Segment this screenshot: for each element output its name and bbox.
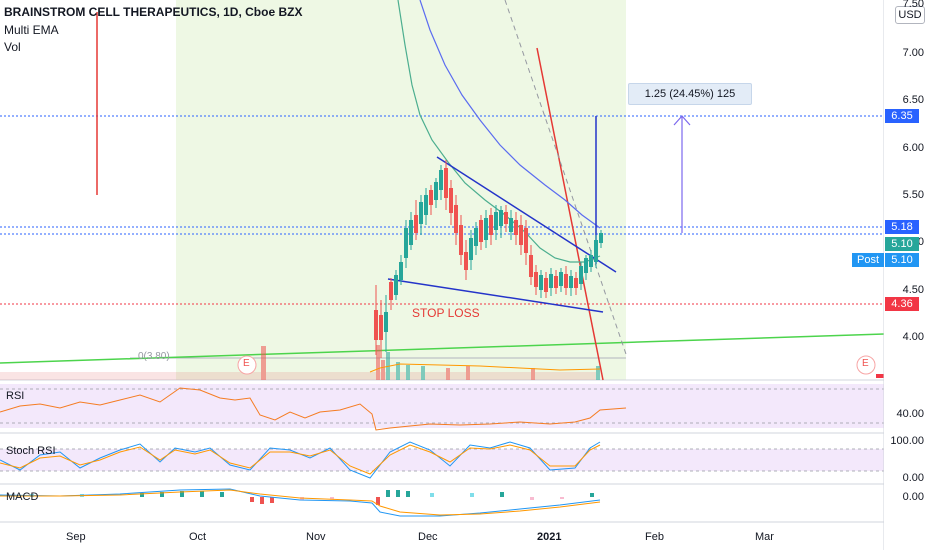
time-tick-mar: Mar xyxy=(755,531,774,543)
macd-label[interactable]: MACD xyxy=(6,491,39,503)
target-price-tag: 6.35 xyxy=(885,109,919,123)
price-tick: 4.50 xyxy=(902,284,924,296)
price-tick: 5.50 xyxy=(902,189,924,201)
time-tick-2021: 2021 xyxy=(537,531,562,543)
time-tick-nov: Nov xyxy=(306,531,326,543)
rsi-line xyxy=(0,387,627,431)
resistance-price-tag: 5.18 xyxy=(885,220,919,234)
stoch-tick-0: 0.00 xyxy=(902,472,924,484)
rsi-tick: 40.00 xyxy=(896,408,924,420)
rsi-label[interactable]: RSI xyxy=(6,390,25,402)
symbol-title[interactable]: BRAINSTROM CELL THERAPEUTICS, 1D, Cboe B… xyxy=(4,5,303,19)
green-trendline xyxy=(0,333,884,364)
red-volume-marker xyxy=(876,374,884,378)
earnings-e-label-1[interactable]: E xyxy=(243,358,250,369)
indicator-label-ema[interactable]: Multi EMA xyxy=(4,23,59,37)
stoch-rsi-label[interactable]: Stoch RSI xyxy=(6,445,56,457)
earnings-marker-2 xyxy=(856,355,876,375)
indicator-label-vol[interactable]: Vol xyxy=(4,40,21,54)
volume-bars xyxy=(0,345,600,380)
price-tick: 7.50 xyxy=(902,0,924,10)
wedge-upper-line xyxy=(436,156,617,273)
price-tick: 6.50 xyxy=(902,94,924,106)
time-tick-feb: Feb xyxy=(645,531,664,543)
stoch-k-line xyxy=(0,441,601,479)
earnings-e-label-2[interactable]: E xyxy=(862,358,869,369)
ema-slow-line xyxy=(419,0,601,229)
last-price-tag: 5.10 xyxy=(885,237,919,251)
rsi-pane-background xyxy=(0,384,884,428)
red-trendline xyxy=(536,47,604,381)
time-tick-dec: Dec xyxy=(418,531,438,543)
projection-arrow-head xyxy=(673,115,691,126)
macd-line xyxy=(0,488,601,517)
post-market-price-tag: 5.10 xyxy=(885,253,919,267)
macd-signal-line xyxy=(0,489,601,516)
time-tick-sep: Sep xyxy=(66,531,86,543)
stop-loss-price-tag: 4.36 xyxy=(885,297,919,311)
stop-loss-label[interactable]: STOP LOSS xyxy=(412,306,480,320)
post-market-label: Post xyxy=(852,253,884,267)
ema-fast-line xyxy=(397,0,601,263)
candles xyxy=(374,160,603,358)
volume-ma-line xyxy=(369,363,601,373)
main-chart-svg[interactable] xyxy=(0,0,884,550)
wedge-lower-line xyxy=(387,278,604,313)
stoch-d-line xyxy=(0,444,601,475)
macd-tick: 0.00 xyxy=(902,491,924,503)
macd-histogram xyxy=(30,490,594,505)
earnings-marker-1 xyxy=(237,355,257,375)
currency-button[interactable]: USD xyxy=(895,6,925,24)
stoch-tick-100: 100.00 xyxy=(890,435,924,447)
price-tick: 6.00 xyxy=(902,142,924,154)
time-tick-oct: Oct xyxy=(189,531,207,543)
fib-level-label: 0(3.80) xyxy=(138,351,170,362)
measure-label[interactable]: 1.25 (24.45%) 125 xyxy=(628,83,752,105)
price-tick: 4.00 xyxy=(902,331,924,343)
grey-dashed-projection xyxy=(504,0,628,358)
price-tick: 7.00 xyxy=(902,47,924,59)
